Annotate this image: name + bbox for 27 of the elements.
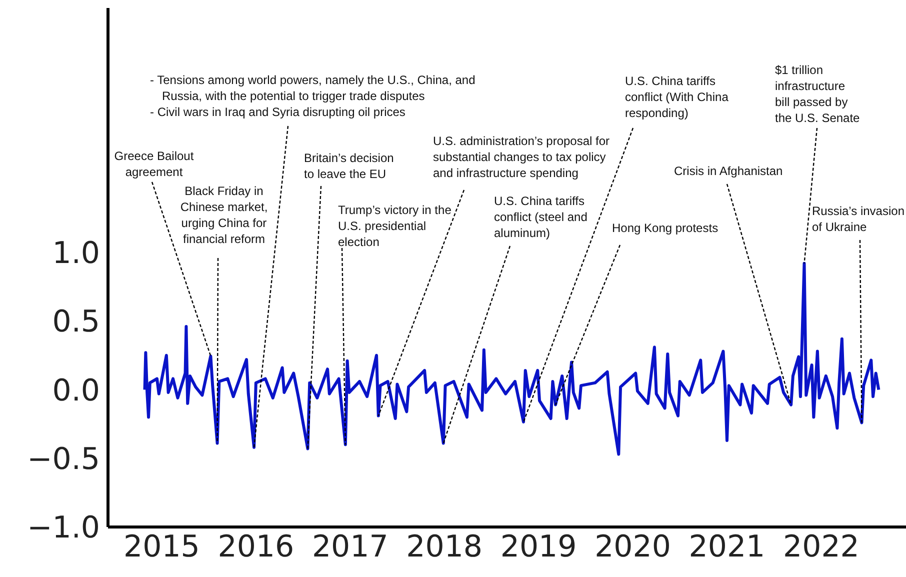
annotation: Britain’s decision to leave the EU <box>304 150 395 182</box>
y-tick-label: −0.5 <box>27 442 100 477</box>
y-tick-label: 0.0 <box>52 373 100 408</box>
annotation: $1 trillion infrastructure bill passed by the U.S. Senate <box>775 62 861 126</box>
x-tick-label: 2021 <box>688 529 766 564</box>
x-tick-label: 2015 <box>124 529 200 564</box>
annotation: U.S. administration’s proposal for substantial changes to tax policy and infrastructure spending <box>433 133 611 181</box>
y-tick-label: −1.0 <box>27 510 100 546</box>
annotation: U.S. China tariffs conflict (steel and aluminum) <box>494 193 588 241</box>
annotation: Crisis in Afghanistan <box>674 163 784 179</box>
annotation: Trump’s victory in the U.S. presidential election <box>338 202 452 250</box>
x-tick-label: 2019 <box>500 529 577 564</box>
annotation: U.S. China tariffs conflict (With China responding) <box>625 73 730 121</box>
x-tick-label: 2020 <box>594 529 671 564</box>
annotation: - Civil wars in Iraq and Syria disrupting oil prices <box>150 104 406 120</box>
line-series <box>143 262 880 456</box>
x-tick-label: 2022 <box>783 529 860 564</box>
annotation: Black Friday in Chinese market, urging China for financial reform <box>179 183 269 247</box>
annotation: Hong Kong protests <box>612 220 720 236</box>
x-tick-label: 2016 <box>218 529 294 564</box>
x-tick-label: 2018 <box>406 529 483 564</box>
y-tick-label: 0.5 <box>52 304 100 340</box>
y-tick-label: 1.0 <box>52 236 100 272</box>
annotation: Greece Bailout agreement <box>113 148 195 180</box>
annotation: - Tensions among world powers, namely the U.S., China, and Russia, with the potential to trigger trade disputes <box>150 72 476 104</box>
annotation: Russia’s invasion of Ukraine <box>812 203 906 235</box>
x-tick-label: 2017 <box>312 529 388 564</box>
